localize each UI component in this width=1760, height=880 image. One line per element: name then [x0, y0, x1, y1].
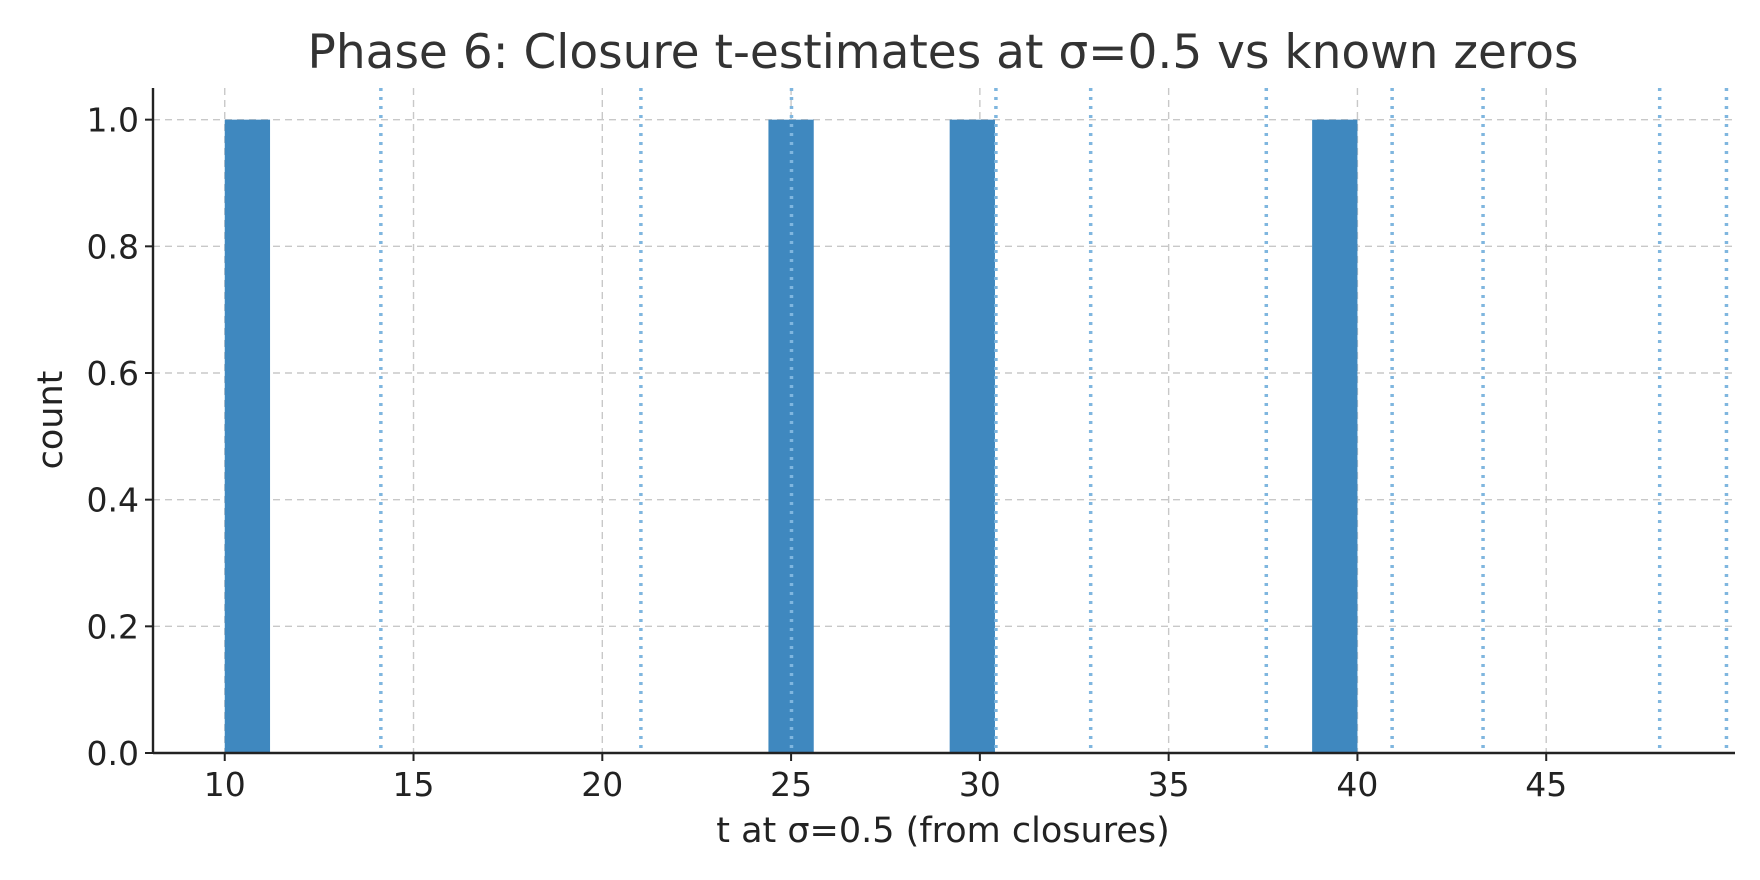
y-tick-label-2: 0.4: [87, 481, 139, 520]
grid-layer: [153, 88, 1735, 754]
known-zero-layer: [379, 88, 1729, 753]
y-tick-label-1: 0.2: [87, 607, 139, 646]
axes: [151, 88, 1735, 755]
chart-title: Phase 6: Closure t-estimates at σ=0.5 vs…: [308, 25, 1579, 80]
histogram-bar-0: [224, 119, 271, 753]
x-tick-label-3: 25: [770, 765, 812, 804]
tick-layer: 10 15 20 25 30 35 40 45 0.0 0.2 0.4 0.6 0.8 1.0: [87, 101, 1568, 804]
x-tick-label-2: 20: [581, 765, 623, 804]
histogram-bar-2: [949, 119, 995, 753]
x-axis-label: t at σ=0.5 (from closures): [716, 811, 1170, 851]
y-tick-label-5: 1.0: [87, 101, 139, 140]
y-tick-label-0: 0.0: [87, 734, 139, 773]
x-tick-label-0: 10: [204, 765, 246, 804]
x-tick-label-7: 45: [1525, 765, 1567, 804]
x-tick-label-5: 35: [1148, 765, 1190, 804]
y-tick-label-4: 0.8: [87, 227, 139, 266]
x-tick-label-4: 30: [959, 765, 1001, 804]
y-axis-label: count: [31, 371, 71, 470]
x-tick-label-1: 15: [393, 765, 435, 804]
y-tick-label-3: 0.6: [87, 354, 139, 393]
x-tick-label-6: 40: [1336, 765, 1378, 804]
histogram-bar-3: [1312, 119, 1358, 753]
